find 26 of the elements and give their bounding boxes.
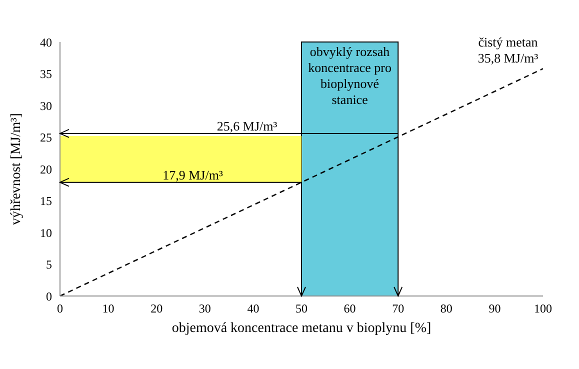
y-tick-label: 15	[40, 194, 52, 208]
x-tick-label: 60	[344, 302, 356, 316]
x-axis-title: objemová koncentrace metanu v bioplynu [%]	[172, 321, 432, 336]
x-tick-label: 50	[296, 302, 308, 316]
x-tick-label: 0	[57, 302, 63, 316]
ref-line-label: 25,6 MJ/m³	[216, 118, 278, 134]
y-tick-label: 35	[40, 67, 52, 82]
y-tick-label: 5	[46, 258, 52, 272]
x-tick-label: 30	[198, 302, 211, 316]
y-tick-label: 0	[46, 289, 52, 304]
x-tick-label: 70	[392, 302, 404, 316]
ref-line-label: 17,9 MJ/m³	[162, 167, 223, 182]
y-axis-title: výhřevnost [MJ/m³]	[9, 113, 24, 225]
y-tick-label: 40	[40, 35, 52, 50]
x-tick-label: 10	[102, 302, 114, 316]
x-tick-label: 20	[150, 302, 163, 316]
x-tick-label: 80	[440, 302, 452, 316]
band-label: obvyklý rozsah koncentrace pro bioplynové stanice	[308, 44, 392, 107]
y-tick-label: 30	[40, 98, 52, 113]
x-tick-label: 90	[488, 302, 501, 316]
y-tick-label: 25	[40, 130, 52, 145]
y-tick-label: 20	[40, 162, 52, 176]
x-tick-label: 40	[247, 302, 260, 316]
x-tick-label: 100	[534, 302, 552, 316]
annotation: čistý metan 35,8 MJ/m³	[478, 34, 538, 66]
y-tick-label: 10	[40, 226, 52, 240]
